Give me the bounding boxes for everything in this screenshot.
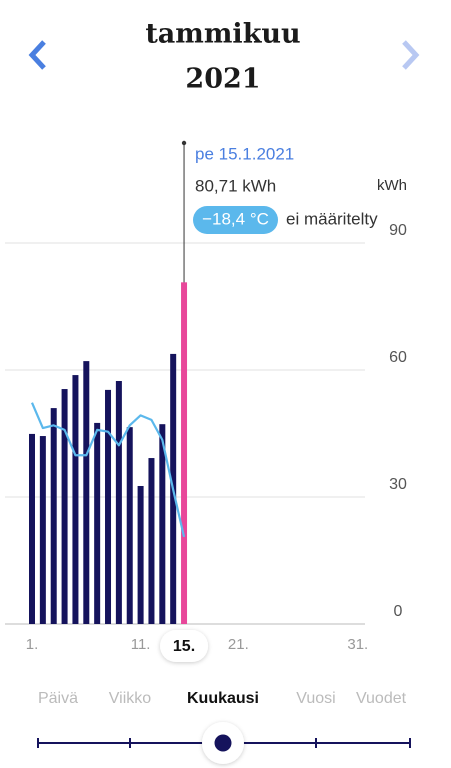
selected-day-pill <box>160 630 209 662</box>
bar <box>126 427 133 624</box>
bar <box>83 361 90 624</box>
tab[interactable]: Viikko <box>109 690 151 707</box>
plot: 0 30 60 90 1. 11. 15. 21. 31. pe 15.1.2021 80,71 k… <box>5 140 407 662</box>
prev-arrow[interactable] <box>28 40 46 70</box>
slider-dot <box>214 734 232 752</box>
bar <box>39 436 46 624</box>
tab[interactable]: Vuosi <box>296 690 335 707</box>
bar <box>159 424 166 624</box>
bar <box>148 458 155 624</box>
tooltip-date: pe 15.1.2021 <box>195 144 294 163</box>
x-tick-label: 31. <box>347 636 368 653</box>
tab[interactable]: Päivä <box>38 690 78 707</box>
x-tick-label: 1. <box>26 636 39 653</box>
tabs: Päivä Viikko Kuukausi Vuosi Vuodet <box>37 690 411 764</box>
y-tick-label: 0 <box>394 603 403 620</box>
x-tick-label: 21. <box>228 636 249 653</box>
bar <box>29 433 35 624</box>
bar <box>105 389 112 624</box>
y-tick-label: 30 <box>389 476 407 493</box>
bar <box>181 282 188 624</box>
tooltip-temperature: −18,4 °C <box>202 209 269 228</box>
bar <box>72 375 79 624</box>
y-tick-label: 60 <box>389 349 407 366</box>
bar <box>94 422 101 624</box>
bar <box>50 408 57 624</box>
y-unit: kWh <box>377 177 407 194</box>
next-arrow[interactable] <box>402 40 420 70</box>
bar <box>115 381 122 624</box>
year-title: 2021 <box>185 64 260 95</box>
x-tick-label: 11. <box>131 636 151 653</box>
month-title: tammikuu <box>145 19 300 50</box>
temperature-pill <box>193 206 278 234</box>
tooltip-note: ei määritelty <box>286 209 378 228</box>
temperature-line <box>30 402 186 538</box>
bar <box>61 389 68 624</box>
x-tick-label: 15. <box>173 638 195 655</box>
tab[interactable]: Vuodet <box>356 690 407 707</box>
tab[interactable]: Kuukausi <box>187 690 259 707</box>
tooltip-value: 80,71 kWh <box>195 176 276 195</box>
bar <box>137 485 144 624</box>
selection-dot <box>181 140 187 146</box>
y-tick-label: 90 <box>389 222 407 239</box>
